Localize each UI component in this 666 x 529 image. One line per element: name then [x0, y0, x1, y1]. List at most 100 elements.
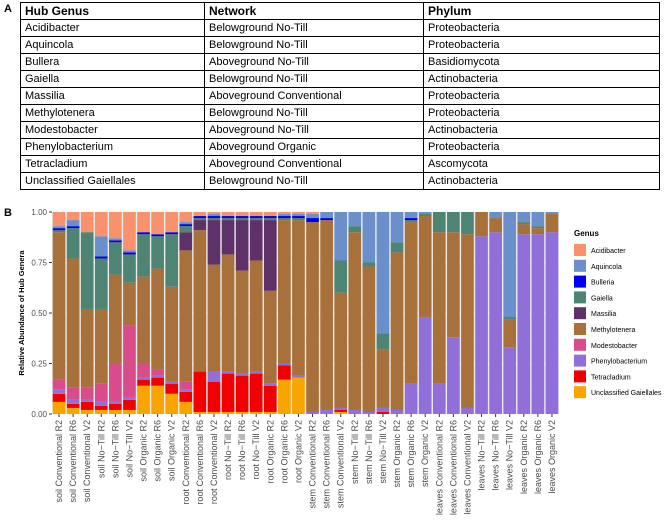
bar-segment	[320, 220, 333, 410]
bar-segment	[193, 212, 207, 217]
bar-stack	[432, 212, 446, 414]
bar-segment	[292, 377, 305, 414]
bar-segment	[94, 256, 108, 259]
bar-stack	[52, 212, 66, 414]
bar-stack	[263, 212, 277, 414]
bar-segment	[94, 308, 108, 384]
bar-segment	[263, 290, 277, 384]
bar-segment	[193, 411, 207, 414]
bar-segment	[179, 250, 193, 382]
x-tick-label: stem Conventional R2	[308, 420, 318, 509]
table-cell: Belowground No-Till	[204, 19, 424, 37]
bar-segment	[193, 216, 207, 219]
stacked-bar-chart: 0.00 0.25 0.50 0.75 1.00 Relative Abundance o…	[17, 208, 662, 515]
bar-segment	[334, 212, 348, 261]
bar-segment	[235, 218, 249, 221]
bar-segment	[235, 373, 249, 376]
bar-segment	[165, 286, 179, 382]
bar-segment	[66, 212, 80, 221]
bar-segment	[432, 212, 446, 233]
bar-segment	[179, 224, 193, 227]
bar-stack	[165, 212, 179, 414]
table-row: Aquincola Belowground No-Till Proteobacter…	[20, 36, 660, 54]
bar-segment	[52, 401, 66, 414]
bar-segment	[80, 212, 94, 233]
bar-segment	[151, 234, 164, 237]
bar-segment	[165, 381, 179, 384]
legend-item: Phenylobacterium	[574, 354, 647, 367]
legend-label: Gaiella	[591, 295, 613, 302]
bar-segment	[109, 274, 122, 364]
bar-segment	[517, 212, 531, 223]
bar-segment	[376, 349, 390, 408]
bar-stack	[249, 212, 263, 414]
x-tick-label: stem Organic V2	[420, 420, 430, 487]
bar-segment	[292, 375, 305, 378]
bar-segment	[235, 375, 249, 412]
bar-segment	[348, 226, 362, 233]
bar-segment	[376, 407, 390, 412]
bar-segment	[263, 383, 277, 386]
table-cell: Tetracladium	[20, 155, 205, 173]
bar-segment	[249, 212, 263, 217]
bar-segment	[545, 214, 559, 233]
legend-item: Aquincola	[574, 259, 622, 272]
bar-stack	[306, 212, 319, 414]
bar-segment	[249, 218, 263, 221]
bar-segment	[109, 363, 122, 402]
legend-item: Methylotenera	[574, 323, 635, 335]
x-tick-label: root Organic R6	[279, 420, 289, 484]
x-tick-label: soil Conventional V2	[82, 420, 92, 502]
legend-swatch	[574, 307, 586, 320]
bar-segment	[249, 220, 263, 261]
x-tick-label: root Conventional R2	[181, 420, 191, 505]
table-row: Modestobacter Aboveground No-Till Actinoba…	[20, 121, 660, 139]
bar-segment	[66, 220, 80, 227]
bar-segment	[278, 212, 291, 215]
bar-segment	[52, 379, 66, 390]
table-cell: Phenylobacterium	[20, 138, 205, 156]
legend-item: Modestobacter	[574, 338, 638, 351]
bar-stack	[278, 212, 291, 414]
bar-segment	[348, 409, 362, 414]
y-axis-label: Relative Abundance of Hub Genera	[17, 250, 26, 376]
bar-stack	[221, 212, 235, 414]
bar-segment	[418, 216, 432, 318]
bar-segment	[66, 407, 80, 414]
x-tick-label: soil Organic V2	[167, 420, 177, 481]
table-cell: Actinobacteria	[423, 70, 660, 88]
bar-segment	[531, 226, 545, 229]
bar-segment	[66, 403, 80, 408]
table-cell: Belowground No-Till	[204, 172, 424, 190]
bar-stack	[475, 212, 488, 414]
bar-segment	[503, 317, 517, 320]
bar-segment	[66, 228, 80, 259]
x-tick-label: leaves No−Till R6	[491, 420, 501, 490]
legend-swatch	[574, 338, 586, 351]
bar-segment	[362, 411, 376, 414]
bar-segment	[52, 212, 66, 227]
bar-segment	[306, 218, 319, 223]
bar-segment	[207, 381, 221, 412]
bar-segment	[306, 214, 319, 219]
bar-segment	[94, 383, 108, 402]
bar-segment	[432, 232, 446, 384]
bar-segment	[475, 236, 488, 414]
bar-segment	[123, 254, 136, 283]
legend-label: Tetracladium	[591, 374, 631, 381]
bar-segment	[362, 212, 376, 263]
legend-swatch	[574, 259, 586, 272]
bar-segment	[447, 212, 460, 233]
table-cell: Proteobacteria	[423, 19, 660, 37]
bar-segment	[334, 260, 348, 293]
bar-segment	[461, 234, 474, 408]
hub-genera-table: Hub Genus Network Phylum Acidibacter Belowg…	[20, 2, 660, 190]
legend-swatch	[574, 386, 586, 399]
bar-segment	[109, 242, 122, 275]
bar-segment	[52, 228, 66, 231]
table-cell: Belowground No-Till	[204, 70, 424, 88]
bar-stack	[489, 212, 502, 414]
bar-segment	[80, 401, 94, 410]
legend-swatch	[574, 370, 586, 383]
bar-segment	[249, 411, 263, 414]
